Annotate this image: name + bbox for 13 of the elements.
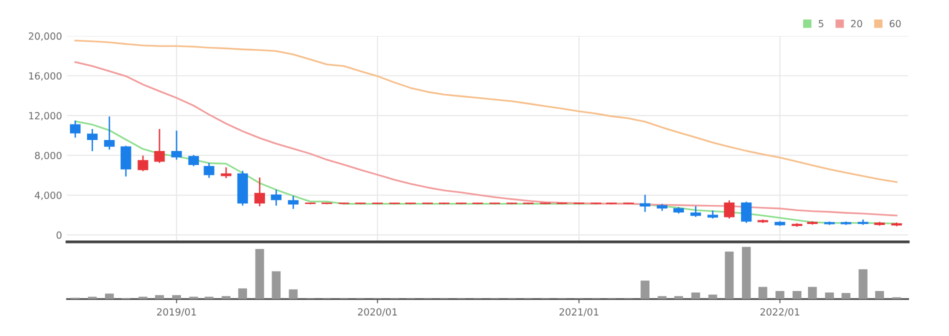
y-tick-label: 8,000: [34, 152, 62, 160]
y-tick-label: 20,000: [28, 32, 62, 41]
y-tick-label: 0: [56, 231, 62, 239]
x-tick-label: 2019/01: [157, 308, 196, 316]
y-tick-label: 16,000: [29, 72, 62, 81]
legend-label: 5: [818, 20, 824, 28]
legend-label: 60: [890, 20, 901, 28]
y-tick-label: 4,000: [34, 192, 62, 200]
x-tick-label: 2021/01: [560, 308, 598, 316]
y-tick-label: 12,000: [29, 112, 62, 120]
x-tick-label: 2020/01: [358, 308, 397, 316]
x-tick-label: 2022/01: [760, 308, 800, 316]
legend-label: 20: [851, 20, 862, 28]
